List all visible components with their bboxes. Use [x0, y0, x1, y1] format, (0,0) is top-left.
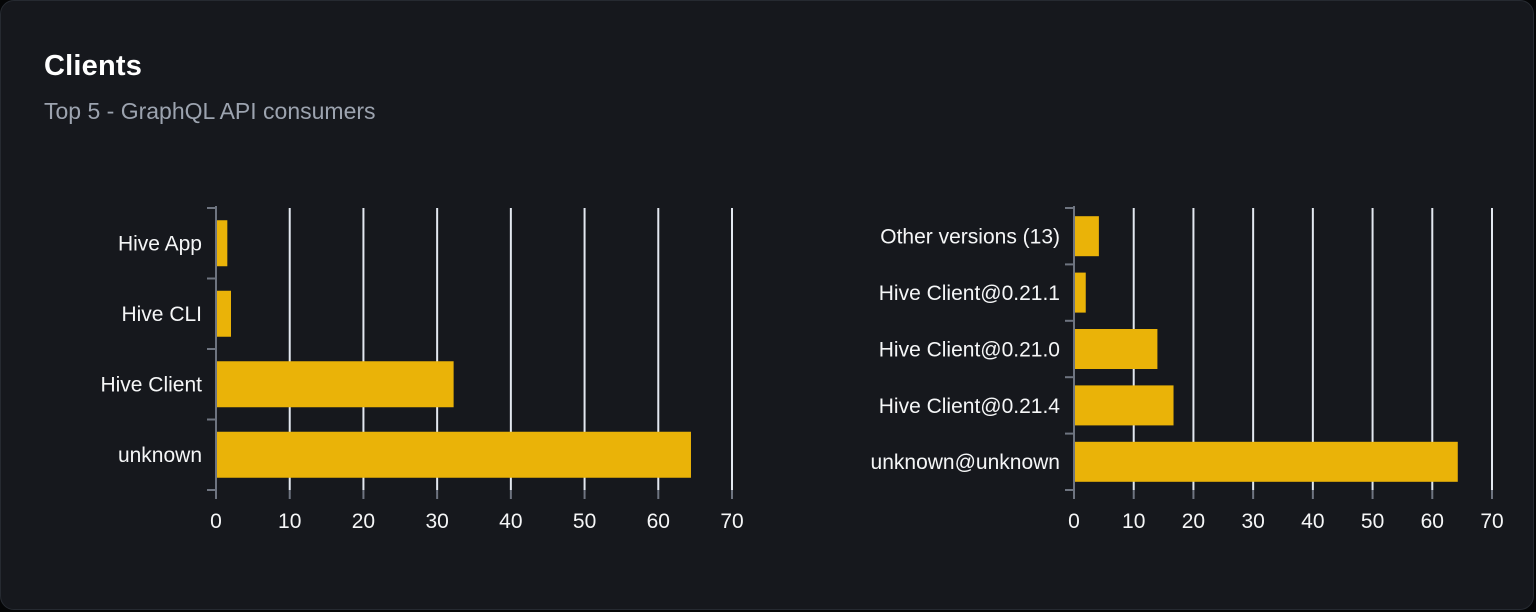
panel-subtitle: Top 5 - GraphQL API consumers: [44, 98, 376, 124]
x-axis-tick-label: 0: [210, 510, 222, 533]
x-axis-tick-label: 10: [1122, 510, 1145, 533]
x-axis-tick-label: 50: [573, 510, 596, 533]
category-label-hive-client: Hive Client: [100, 374, 202, 397]
bar-hive-client[interactable]: [217, 361, 454, 408]
bar-hive-cli[interactable]: [217, 290, 232, 337]
bar-hive-client-0-21-1[interactable]: [1075, 272, 1086, 313]
bar-hive-client-0-21-0[interactable]: [1075, 329, 1158, 369]
x-axis-tick-label: 40: [1301, 510, 1324, 533]
x-axis-tick-label: 60: [1421, 510, 1444, 533]
category-label-hive-cli: Hive CLI: [121, 303, 202, 326]
clients-by-name-chart: 0 10 20 30 40 50 60 70 Hive App Hive CLI Hive Clie…: [100, 206, 744, 533]
category-label-unknown-unknown: unknown@unknown: [871, 451, 1060, 474]
bar-unknown-unknown[interactable]: [1075, 441, 1458, 482]
x-axis-tick-label: 40: [499, 510, 522, 533]
category-label-hive-client-0-21-0: Hive Client@0.21.0: [879, 338, 1060, 361]
x-axis-tick-label: 70: [1480, 510, 1503, 533]
x-axis-tick-label: 50: [1361, 510, 1384, 533]
x-axis-tick-label: 30: [425, 510, 448, 533]
x-axis-tick-label: 70: [720, 510, 743, 533]
x-axis-tick-label: 20: [352, 510, 375, 533]
bar-hive-client-0-21-4[interactable]: [1075, 385, 1174, 426]
bar-hive-app[interactable]: [217, 220, 228, 267]
category-label-hive-client-0-21-1: Hive Client@0.21.1: [879, 282, 1060, 305]
category-label-hive-client-0-21-4: Hive Client@0.21.4: [879, 395, 1061, 418]
bar-unknown[interactable]: [217, 431, 691, 478]
x-axis-tick-label: 20: [1182, 510, 1205, 533]
panel-title: Clients: [44, 50, 143, 82]
category-label-unknown: unknown: [118, 444, 202, 467]
category-label-other-versions-13: Other versions (13): [880, 226, 1060, 249]
x-axis-tick-label: 10: [278, 510, 301, 533]
x-axis-tick-label: 30: [1241, 510, 1264, 533]
x-axis-tick-label: 0: [1068, 510, 1080, 533]
clients-by-version-chart: 0 10 20 30 40 50 60 70 Other versions (13) Hive C…: [871, 206, 1504, 533]
category-label-hive-app: Hive App: [118, 233, 202, 256]
x-axis-tick-label: 60: [647, 510, 670, 533]
bar-other-versions-13[interactable]: [1075, 216, 1099, 257]
